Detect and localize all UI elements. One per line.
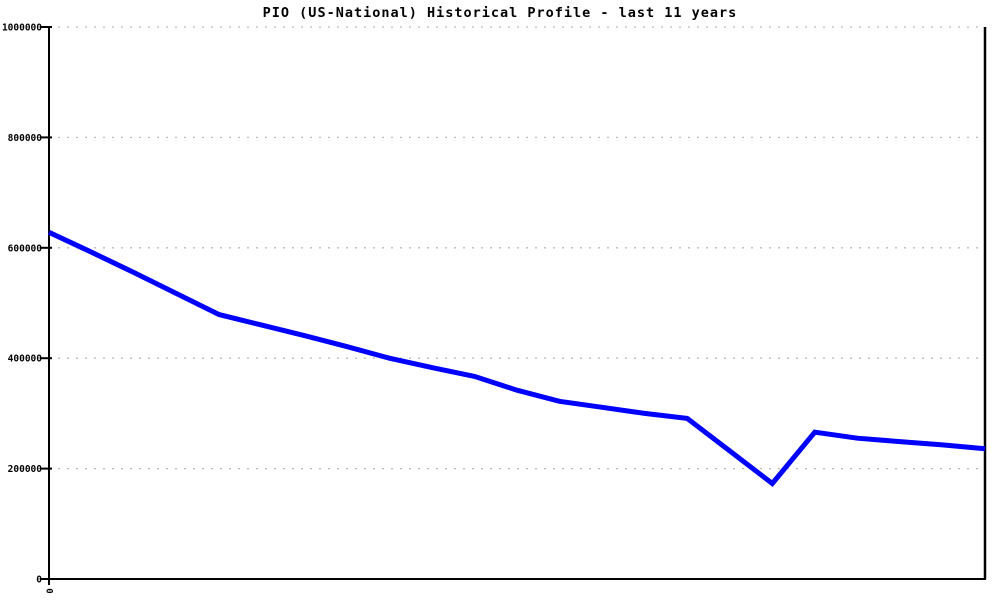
y-tick-label: 200000 xyxy=(8,464,43,475)
chart-title: PIO (US-National) Historical Profile - l… xyxy=(262,5,738,21)
data-line xyxy=(47,230,986,487)
y-tick-label: 1000000 xyxy=(2,23,42,34)
y-tick-label: 400000 xyxy=(8,354,43,365)
y-tick-label: 600000 xyxy=(8,243,43,254)
x-tick-label: 0 xyxy=(44,588,54,593)
y-tick-label: 0 xyxy=(36,575,42,586)
y-tick-label: 800000 xyxy=(8,133,43,144)
